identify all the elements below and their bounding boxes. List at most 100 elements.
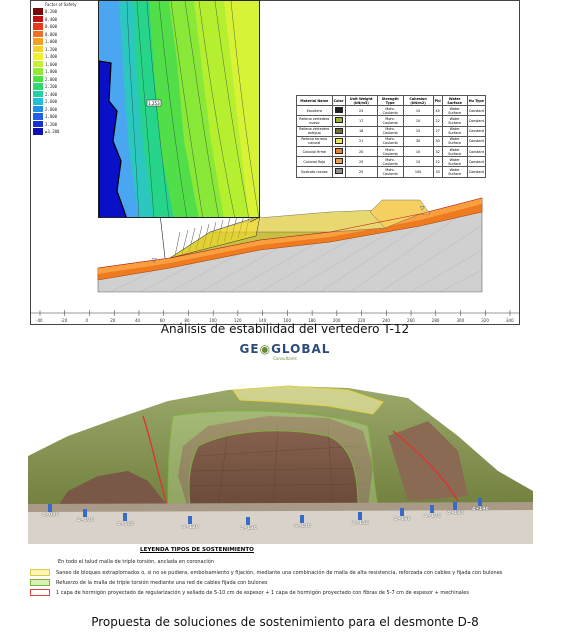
x-tick-label: 280 [432,318,440,323]
blue-zone [99,61,127,217]
support-legend: LEYENDA TIPOS DE SOSTENIMIENTO En todo e… [30,547,530,609]
legend-swatch-red [30,589,50,596]
x-tick-label: 180 [308,318,316,323]
fs-contour-inset: 1.253 [98,0,260,218]
legend-item-red: 1 capa de hormigón proyectado de regular… [30,589,469,596]
table-cell: Water Surface [441,156,468,168]
material-color-swatch [334,158,343,165]
colorbar-swatch [33,30,43,38]
table-cell: Coluvial firme [296,145,333,158]
table-cell: 10 [402,156,434,168]
table-header-cell: Color [331,94,346,107]
table-cell: Constant [466,115,487,127]
table-cell: Sustrato rocoso [296,166,333,178]
colorbar-swatch [33,128,43,136]
x-tick-label: 340 [506,318,514,323]
colorbar-value: 2.800 [45,106,58,112]
chainage-post [453,502,457,510]
chainage-label: 4+100 [77,518,94,523]
material-color-swatch [334,117,343,124]
table-cell: 45 [432,105,443,117]
colorbar-swatch [33,98,43,106]
caption-support-proposal: Propuesta de soluciones de sostenimiento… [91,615,479,629]
table-header-cell: Water Surface [441,94,468,107]
chainage-post [358,512,362,520]
caption-stability-analysis: Análisis de estabilidad del vertedero T-… [160,322,410,336]
colorbar-value: 0.400 [45,16,58,22]
table-cell: Constant [466,145,487,158]
chainage-post [478,498,482,506]
exposed-rock-left [58,471,168,506]
chainage-label: 4+180 [447,511,464,516]
x-tick-label: 100 [209,318,217,323]
table-cell: 30 [432,135,443,147]
x-tick-label: 240 [382,318,390,323]
x-tick-label: 320 [481,318,489,323]
colorbar-swatch [33,90,43,98]
colorbar-value: 0.800 [45,31,58,37]
table-cell: Constant [466,105,487,117]
table-cell: Water Surface [441,125,468,137]
table-cell: Constant [466,156,487,168]
colorbar-value: 2.200 [45,84,58,89]
colorbar-swatch [33,53,43,61]
material-color-swatch [334,127,343,134]
table-header-cell: Unit Weight (kN/m3) [344,94,378,107]
colorbar-value: 3.200 [45,121,58,127]
chainage-label: 4+130 [240,526,257,531]
chainage-post [188,516,192,524]
legend-text-yellow: Saneo de bloques extraplomados o, si no … [56,570,503,576]
chainage-post [48,504,52,512]
x-tick-label: 220 [358,318,366,323]
table-cell: Mohr-Coulomb [376,145,404,158]
table-cell: 18 [344,125,378,137]
table-header-cell: Strength Type [376,94,404,107]
road-shoulder [28,502,533,512]
slip-mass [169,215,261,259]
x-tick-label: 300 [457,318,465,323]
table-cell: 22 [432,156,443,168]
table-cell: Mohr-Coulomb [376,115,404,127]
table-cell: Relleno vertedero antiguo [296,125,333,137]
table-row: Relleno vertedero nuevo 17 Mohr-Coulomb 10 2… [296,115,487,127]
chainage-label: 4+170 [424,514,441,519]
support-zone-red-right [392,430,459,502]
colorbar-value: 1.200 [45,46,58,52]
material-table-body: Escollera 23 Mohr-Coulomb 10 45 Water Surface… [296,105,487,178]
table-cell: 32 [432,145,443,158]
chainage-label: 4+120 [182,525,199,530]
legend-text-green: Refuerzo de la malla de triple torsión m… [56,580,268,586]
table-cell: 23 [344,105,378,117]
table-row: Coluvial firme 20 Mohr-Coulomb 10 32 Water Su… [296,145,487,158]
table-cell: Mohr-Coulomb [376,105,404,117]
x-tick-label: 20 [110,318,116,323]
table-row: Relleno terreno natural 21 Mohr-Coulomb 30 3… [296,135,487,147]
table-cell: 100 [402,166,434,178]
colorbar-swatch [33,45,43,53]
table-cell: Mohr-Coulomb [376,166,404,178]
logo-globe-icon: ◉ [259,342,272,356]
table-row: Coluvial flojo 20 Mohr-Coulomb 10 22 Water Su… [296,156,487,168]
table-row: Relleno vertedero antiguo 18 Mohr-Coulomb 1… [296,125,487,137]
chainage-markers [48,498,482,525]
table-header-cell: Material Name [296,94,333,107]
x-tick-label: 200 [333,318,341,323]
exposed-rock-right [388,421,468,501]
material-color-cell [331,125,346,137]
colorbar-value: 1.400 [45,54,58,59]
colorbar-swatch [33,120,43,128]
rock-texture [189,423,367,507]
chainage-label: 4+110 [117,522,134,527]
x-tick-label: 40 [135,318,141,323]
water-marker-left: ▽ [152,257,157,264]
material-color-cell [331,145,346,158]
x-tick-label: 140 [259,318,267,323]
colorbar-swatch [33,113,43,121]
colorbar-swatch [33,15,43,23]
table-cell: 22 [432,115,443,127]
material-color-swatch [334,148,343,155]
logo-part2: GLOBAL [271,342,331,356]
colorbar-value: 0.600 [45,24,58,29]
legend-item-yellow: Saneo de bloques extraplomados o, si no … [30,569,502,576]
x-tick-label: -20 [61,318,68,323]
